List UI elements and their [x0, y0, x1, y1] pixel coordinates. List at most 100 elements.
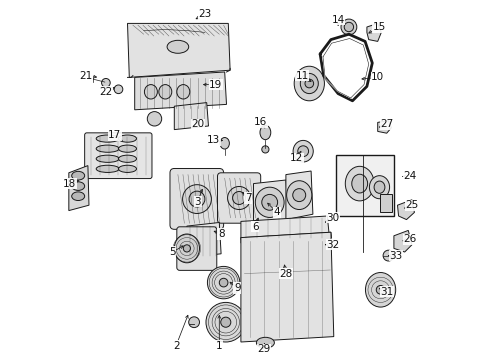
Polygon shape	[241, 216, 328, 239]
Text: 28: 28	[279, 265, 292, 279]
Text: 26: 26	[402, 234, 416, 244]
Ellipse shape	[375, 285, 384, 294]
Ellipse shape	[382, 250, 393, 261]
Ellipse shape	[167, 40, 188, 53]
Ellipse shape	[114, 85, 122, 94]
Ellipse shape	[118, 145, 136, 152]
Ellipse shape	[368, 176, 389, 199]
Text: 11: 11	[295, 71, 310, 82]
FancyBboxPatch shape	[177, 227, 216, 270]
Text: 21: 21	[80, 71, 96, 81]
Ellipse shape	[118, 135, 136, 142]
Text: 19: 19	[203, 80, 222, 90]
Polygon shape	[241, 232, 331, 243]
Ellipse shape	[144, 85, 157, 99]
Ellipse shape	[292, 189, 305, 202]
Ellipse shape	[344, 22, 353, 32]
Text: 9: 9	[229, 282, 240, 293]
Bar	[336, 155, 393, 216]
Ellipse shape	[292, 140, 313, 162]
Text: 15: 15	[368, 22, 386, 33]
Ellipse shape	[260, 125, 270, 140]
Ellipse shape	[340, 19, 356, 35]
Ellipse shape	[255, 187, 284, 217]
Text: 29: 29	[257, 344, 270, 354]
Ellipse shape	[297, 146, 308, 157]
Ellipse shape	[96, 155, 119, 162]
FancyBboxPatch shape	[84, 133, 152, 179]
Text: 20: 20	[191, 119, 204, 129]
Polygon shape	[253, 180, 288, 225]
Text: 1: 1	[216, 315, 222, 351]
Text: 12: 12	[289, 151, 303, 163]
Text: 2: 2	[172, 315, 188, 351]
Bar	[379, 194, 391, 212]
Ellipse shape	[351, 174, 367, 193]
Ellipse shape	[205, 302, 245, 342]
Ellipse shape	[220, 317, 230, 327]
Polygon shape	[134, 72, 226, 110]
Text: 27: 27	[379, 119, 392, 129]
Text: 16: 16	[254, 117, 267, 128]
Ellipse shape	[286, 181, 311, 210]
Polygon shape	[127, 23, 230, 77]
Ellipse shape	[232, 192, 245, 204]
Polygon shape	[241, 232, 333, 342]
Text: 24: 24	[402, 171, 416, 181]
Ellipse shape	[207, 266, 239, 299]
Ellipse shape	[96, 135, 119, 142]
Ellipse shape	[261, 194, 277, 210]
Ellipse shape	[183, 245, 190, 252]
Polygon shape	[377, 121, 390, 133]
Polygon shape	[174, 103, 208, 130]
Ellipse shape	[147, 112, 162, 126]
Text: 4: 4	[267, 203, 280, 217]
FancyBboxPatch shape	[217, 173, 260, 223]
Ellipse shape	[305, 79, 313, 88]
Ellipse shape	[345, 166, 373, 201]
Polygon shape	[285, 171, 312, 220]
Ellipse shape	[220, 138, 229, 149]
FancyBboxPatch shape	[170, 168, 223, 229]
Text: 32: 32	[325, 240, 339, 250]
Ellipse shape	[182, 185, 211, 213]
Ellipse shape	[373, 181, 384, 193]
Text: 10: 10	[361, 72, 384, 82]
Ellipse shape	[261, 146, 268, 153]
Text: 25: 25	[404, 200, 418, 210]
Ellipse shape	[96, 165, 119, 172]
Text: 17: 17	[108, 130, 122, 141]
Ellipse shape	[72, 192, 84, 201]
Polygon shape	[393, 230, 411, 252]
Text: 5: 5	[169, 246, 183, 257]
Polygon shape	[397, 200, 413, 220]
Ellipse shape	[96, 145, 119, 152]
Polygon shape	[186, 222, 221, 257]
Ellipse shape	[174, 234, 199, 263]
Text: 14: 14	[331, 15, 344, 25]
Ellipse shape	[177, 85, 189, 99]
Ellipse shape	[188, 317, 199, 328]
Ellipse shape	[256, 337, 274, 348]
Polygon shape	[69, 166, 89, 211]
Text: 8: 8	[214, 229, 224, 239]
Text: 22: 22	[99, 87, 115, 97]
Ellipse shape	[300, 73, 318, 94]
Text: 33: 33	[387, 251, 402, 261]
Ellipse shape	[118, 165, 136, 172]
Ellipse shape	[189, 191, 204, 207]
Ellipse shape	[118, 155, 136, 162]
Text: 30: 30	[325, 213, 339, 223]
Ellipse shape	[227, 186, 250, 210]
Ellipse shape	[365, 273, 395, 307]
Text: 6: 6	[251, 218, 258, 232]
Text: 7: 7	[242, 192, 251, 203]
Text: 31: 31	[379, 287, 392, 297]
Text: 13: 13	[207, 135, 222, 145]
Ellipse shape	[72, 182, 84, 190]
Ellipse shape	[102, 78, 110, 87]
Ellipse shape	[72, 171, 84, 180]
Text: 23: 23	[196, 9, 211, 19]
Polygon shape	[366, 23, 381, 41]
Ellipse shape	[159, 85, 171, 99]
